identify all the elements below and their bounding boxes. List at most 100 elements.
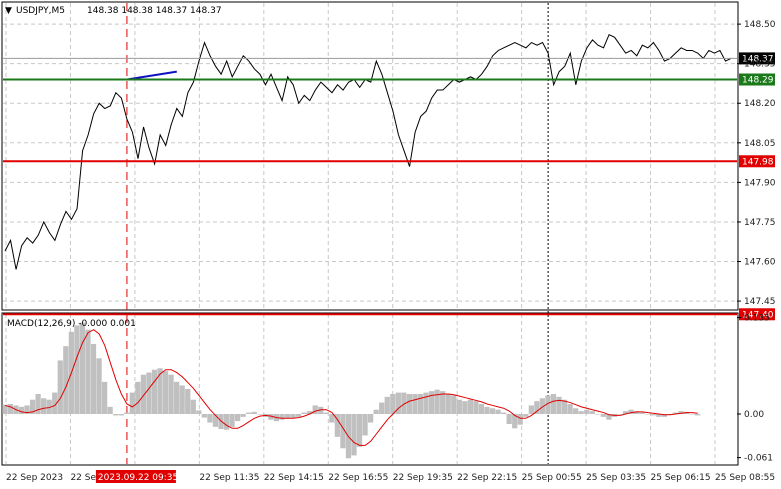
macd-histogram-bar bbox=[401, 392, 407, 414]
macd-histogram-bar bbox=[135, 381, 141, 414]
macd-histogram-bar bbox=[584, 409, 590, 414]
axes: 148.50 148.35 148.20 148.05 147.90 147.75 147.… bbox=[6, 20, 776, 483]
macd-histogram-bar bbox=[467, 399, 473, 414]
level-label-lower: 147.40 bbox=[742, 310, 774, 320]
macd-histogram-bar bbox=[151, 369, 158, 414]
price-series bbox=[4, 33, 732, 270]
macd-histogram-bar bbox=[174, 381, 180, 414]
macd-histogram-bar bbox=[661, 414, 667, 417]
macd-histogram-bar bbox=[434, 389, 440, 414]
macd-histogram-bar bbox=[234, 414, 241, 422]
macd-histogram-bar bbox=[301, 412, 307, 414]
grid bbox=[3, 3, 737, 464]
macd-histogram-bar bbox=[318, 406, 324, 414]
macd-histogram-bar bbox=[573, 408, 579, 414]
macd-histogram-bar bbox=[113, 414, 119, 416]
macd-histogram-bar bbox=[7, 404, 14, 414]
macd-histogram-bar bbox=[600, 414, 607, 417]
macd-histogram-bar bbox=[406, 394, 413, 414]
price-tick-label: 148.35 bbox=[744, 60, 776, 70]
time-tick-label: 25 Sep 03:35 bbox=[586, 473, 646, 483]
macd-histogram-bar bbox=[506, 414, 512, 424]
macd-histogram-bar bbox=[362, 414, 368, 436]
macd-histogram-bar bbox=[556, 396, 562, 414]
macd-histogram-bar bbox=[672, 412, 679, 414]
macd-histogram-bar bbox=[534, 401, 540, 414]
macd-histogram-bar bbox=[628, 409, 634, 414]
macd-histogram-bar bbox=[445, 394, 451, 414]
collapse-arrow-icon[interactable]: ▼ bbox=[5, 6, 12, 16]
time-tick-label: 2023.09.22 09:35 bbox=[98, 473, 178, 483]
macd-histogram-bar bbox=[356, 414, 363, 447]
macd-histogram-bar bbox=[284, 414, 291, 419]
macd-histogram-bar bbox=[523, 414, 529, 417]
macd-histogram-bar bbox=[201, 414, 207, 418]
macd-histogram-bar bbox=[528, 405, 534, 414]
macd-histogram-bar bbox=[456, 399, 462, 414]
macd-tick-label: 0.135 bbox=[744, 314, 770, 324]
macd-histogram-bar bbox=[229, 414, 235, 427]
highlighted-time-badge bbox=[95, 470, 176, 483]
price-tick-label: 148.20 bbox=[744, 99, 776, 109]
macd-histogram-bar bbox=[550, 394, 557, 414]
macd-histogram-bar bbox=[639, 412, 645, 414]
time-tick-label: 25 Sep 08:55 bbox=[715, 473, 775, 483]
macd-histogram-bar bbox=[107, 406, 113, 414]
macd-histogram-bar bbox=[368, 414, 374, 423]
time-tick-label: 22 Sep 11:35 bbox=[199, 473, 259, 483]
macd-histogram-bar bbox=[440, 391, 446, 414]
macd-histogram-bar bbox=[129, 392, 135, 414]
macd-tick-label: 0.00 bbox=[744, 410, 764, 420]
macd-histogram-bar bbox=[29, 399, 36, 414]
macd-histogram-bar bbox=[340, 414, 346, 449]
time-tick-label: 22 Sep 2023 bbox=[6, 473, 63, 483]
macd-histogram-bar bbox=[473, 401, 479, 414]
price-tick-label: 147.90 bbox=[744, 178, 776, 188]
macd-histogram-bar bbox=[185, 389, 191, 414]
macd-histogram-bar bbox=[41, 398, 47, 414]
macd-histogram-bar bbox=[650, 414, 656, 416]
macd-histogram-bar bbox=[35, 394, 41, 414]
price-tick-label: 147.45 bbox=[744, 297, 776, 307]
macd-histogram-bar bbox=[57, 360, 63, 414]
trend-line[interactable] bbox=[126, 70, 177, 81]
macd-histogram-bar bbox=[79, 322, 86, 414]
macd-histogram-bar bbox=[678, 411, 684, 414]
time-tick-label: 22 Sep 22:15 bbox=[457, 473, 517, 483]
price-panel-frame bbox=[1, 1, 739, 311]
level-badge-resistance bbox=[739, 73, 775, 86]
macd-histogram-bar bbox=[484, 406, 490, 414]
macd-histogram-bar bbox=[489, 408, 496, 414]
macd-histogram-bar bbox=[96, 358, 102, 414]
macd-histogram-bar bbox=[207, 414, 213, 423]
macd-histogram-bar bbox=[290, 414, 296, 419]
macd-histogram-bar bbox=[212, 414, 219, 427]
macd-histogram-bar bbox=[495, 409, 501, 414]
price-tick-label: 147.75 bbox=[744, 218, 776, 228]
macd-histogram-bar bbox=[179, 385, 185, 414]
macd-histogram-bar bbox=[384, 396, 390, 414]
macd-histogram-bar bbox=[617, 414, 623, 415]
macd-histogram-bar bbox=[412, 394, 418, 414]
macd-histogram-bar bbox=[595, 414, 601, 415]
macd-histogram-bar bbox=[622, 411, 629, 414]
macd-histogram-bar bbox=[334, 414, 340, 437]
macd-histogram-bar bbox=[52, 392, 58, 414]
macd-histogram-bar bbox=[379, 402, 385, 414]
macd-histogram-bar bbox=[645, 414, 651, 415]
macd-histogram-bar bbox=[561, 399, 568, 414]
macd-histogram-bar bbox=[312, 405, 318, 414]
macd-histogram-bar bbox=[395, 392, 401, 414]
macd-histogram-bar bbox=[462, 401, 468, 414]
macd-indicator bbox=[2, 322, 701, 459]
macd-histogram-bar bbox=[118, 414, 124, 416]
macd-histogram-bar bbox=[694, 414, 701, 416]
macd-histogram-bar bbox=[2, 404, 8, 414]
macd-histogram-bar bbox=[295, 414, 302, 417]
time-tick-label: 25 Sep 00:55 bbox=[522, 473, 582, 483]
macd-histogram-bar bbox=[240, 414, 246, 417]
macd-histogram-bar bbox=[85, 329, 91, 414]
level-label-support: 147.98 bbox=[742, 157, 774, 167]
macd-histogram-bar bbox=[373, 409, 379, 414]
macd-histogram-bar bbox=[257, 414, 263, 415]
